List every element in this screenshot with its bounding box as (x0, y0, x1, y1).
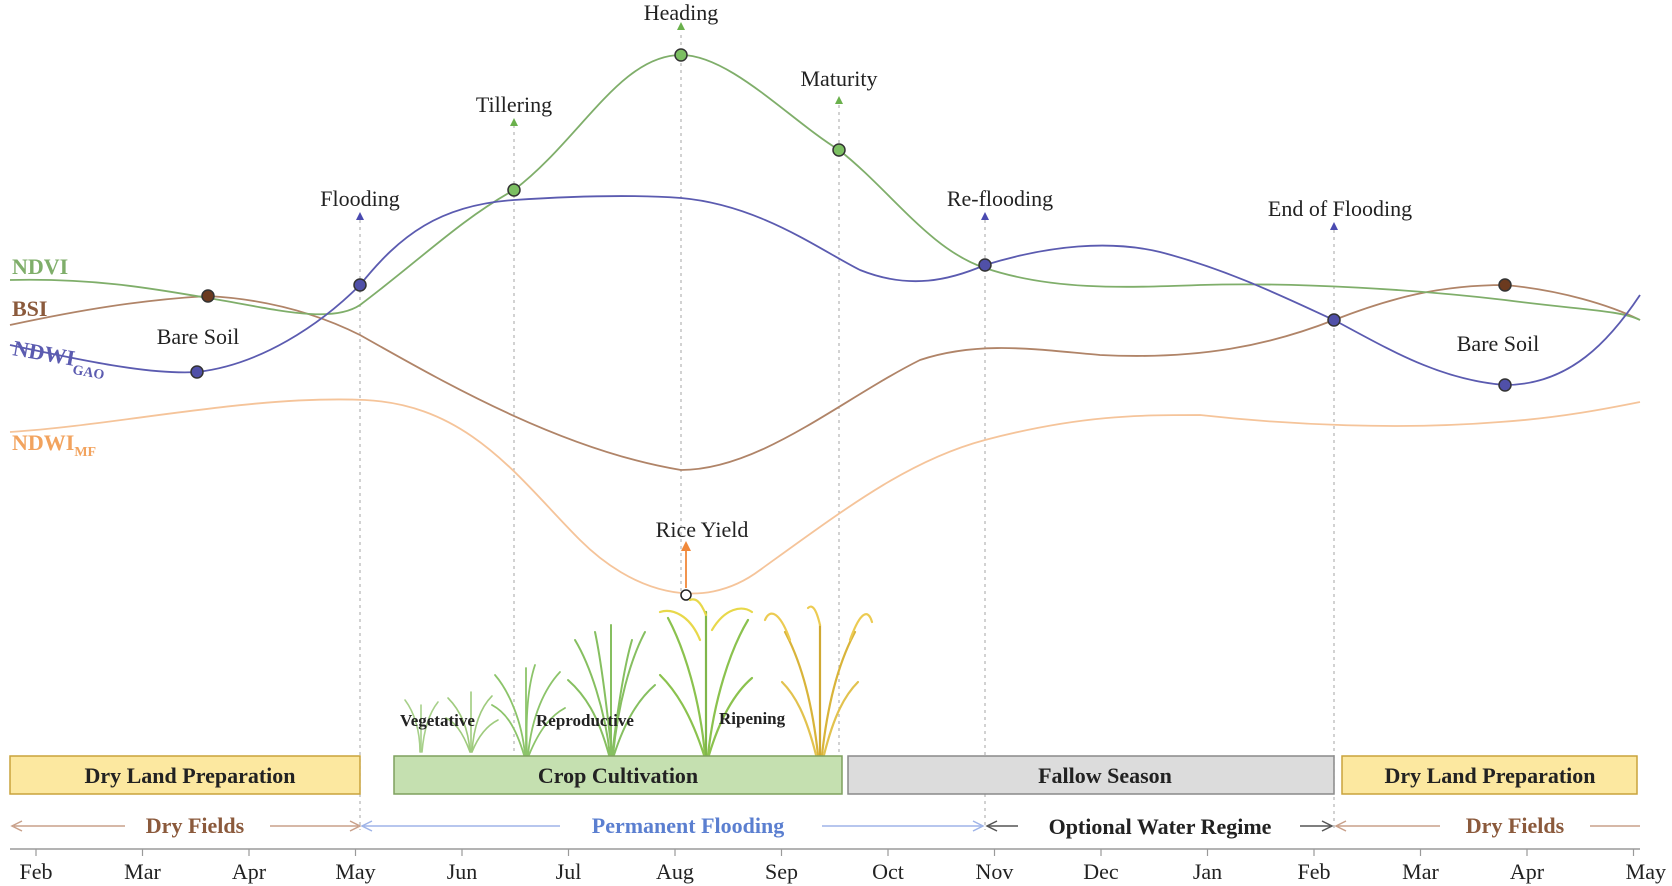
phase-label-ripening: Ripening (719, 709, 786, 728)
rice-plant-illustrations (404, 598, 874, 757)
rice-yield-arrow-icon (681, 541, 691, 551)
arrowhead-left-icon (360, 820, 373, 832)
regime-label-dry-fields-1: Dry Fields (146, 813, 245, 838)
season-label-crop-cultivation: Crop Cultivation (538, 763, 698, 788)
arrowhead-right-icon (349, 820, 362, 832)
rice-plant-heading (658, 598, 754, 757)
arrowhead-left-icon (10, 820, 23, 832)
bsi-node-april (1498, 278, 1512, 292)
ndwi-mf-curve (9, 398, 1641, 595)
label-bare-soil-left: Bare Soil (157, 324, 240, 349)
label-tillering: Tillering (476, 92, 552, 117)
regime-label-optional-water: Optional Water Regime (1049, 814, 1272, 839)
index-label-ndvi: NDVI (12, 254, 68, 279)
month-label: Nov (976, 859, 1014, 884)
month-label: Feb (20, 859, 53, 884)
ndvi-node-heading (674, 48, 688, 62)
index-label-ndwi-gao: NDWIGAO (10, 335, 108, 383)
rice-plant-vegetative-1 (404, 699, 439, 753)
month-labels: Feb Mar Apr May Jun Jul Aug Sep Oct Nov Dec Jan Feb M… (20, 859, 1667, 884)
rice-plant-reproductive (567, 624, 656, 756)
heading-marker-icon (677, 22, 685, 30)
month-label: Apr (1510, 859, 1545, 884)
season-label-fallow: Fallow Season (1038, 763, 1172, 788)
rice-plant-tillering (491, 664, 566, 756)
maturity-marker-icon (835, 96, 843, 104)
season-box-fallow (847, 755, 1335, 795)
arrowhead-left-icon (985, 820, 998, 832)
month-label: Aug (656, 859, 694, 884)
rice-yield-node (680, 589, 692, 601)
ndwi-gao-curve (9, 195, 1641, 386)
bsi-node-march (201, 289, 215, 303)
index-curves (9, 54, 1641, 595)
ndvi-curve (9, 54, 1641, 321)
label-maturity: Maturity (801, 66, 878, 91)
event-markers (356, 22, 1338, 588)
month-label: Mar (1402, 859, 1439, 884)
label-bare-soil-right: Bare Soil (1457, 331, 1540, 356)
month-label: Jun (447, 859, 478, 884)
arrowhead-right-icon (1321, 820, 1334, 832)
season-label-dry-land-prep-1: Dry Land Preparation (84, 763, 295, 788)
ndwi-gao-node-end-flooding (1327, 313, 1341, 327)
arrowhead-right-icon (972, 820, 985, 832)
month-label: Jul (556, 859, 582, 884)
water-regime-arrows (10, 820, 1640, 832)
regime-label-dry-fields-2: Dry Fields (1466, 813, 1565, 838)
month-label: Apr (232, 859, 267, 884)
season-box-crop-cultivation (393, 755, 843, 795)
flooding-marker-icon (356, 212, 364, 220)
ndvi-node-maturity (832, 143, 846, 157)
label-heading: Heading (644, 0, 719, 25)
ndwi-gao-node-flooding (353, 278, 367, 292)
month-label: Sep (765, 859, 798, 884)
month-label: Feb (1298, 859, 1331, 884)
month-label: Oct (872, 859, 904, 884)
month-label: Dec (1083, 859, 1119, 884)
rice-plant-ripening (763, 605, 874, 757)
tillering-marker-icon (510, 118, 518, 126)
label-reflooding: Re-flooding (947, 186, 1053, 211)
index-label-bsi: BSI (12, 296, 47, 321)
month-label: Jan (1193, 859, 1222, 884)
reflooding-marker-icon (981, 212, 989, 220)
month-axis: Feb Mar Apr May Jun Jul Aug Sep Oct Nov Dec Jan Feb M… (10, 848, 1667, 884)
label-flooding: Flooding (320, 186, 399, 211)
curve-nodes (190, 48, 1512, 601)
ndwi-gao-node-reflooding (978, 258, 992, 272)
label-end-of-flooding: End of Flooding (1268, 196, 1412, 221)
bsi-curve (9, 284, 1641, 471)
ndwi-gao-node-march (190, 365, 204, 379)
arrowhead-left-icon (1334, 820, 1347, 832)
month-ticks (35, 849, 1635, 856)
season-box-dry-land-prep-2 (1341, 755, 1638, 795)
month-label: May (1626, 859, 1666, 884)
phase-label-vegetative: Vegetative (400, 711, 475, 730)
month-label: Mar (124, 859, 161, 884)
end-flooding-marker-icon (1330, 222, 1338, 230)
month-label: May (335, 859, 375, 884)
label-rice-yield: Rice Yield (656, 517, 749, 542)
regime-label-permanent-flooding: Permanent Flooding (592, 813, 785, 838)
phase-label-reproductive: Reproductive (536, 711, 634, 730)
event-guides (359, 35, 1335, 830)
season-boxes (9, 755, 1638, 795)
ndwi-gao-node-april (1498, 378, 1512, 392)
rice-plant-vegetative-2 (445, 691, 499, 753)
season-box-dry-land-prep-1 (9, 755, 361, 795)
index-label-ndwi-mf: NDWIMF (12, 430, 96, 460)
ndvi-node-tillering (507, 183, 521, 197)
season-label-dry-land-prep-2: Dry Land Preparation (1384, 763, 1595, 788)
